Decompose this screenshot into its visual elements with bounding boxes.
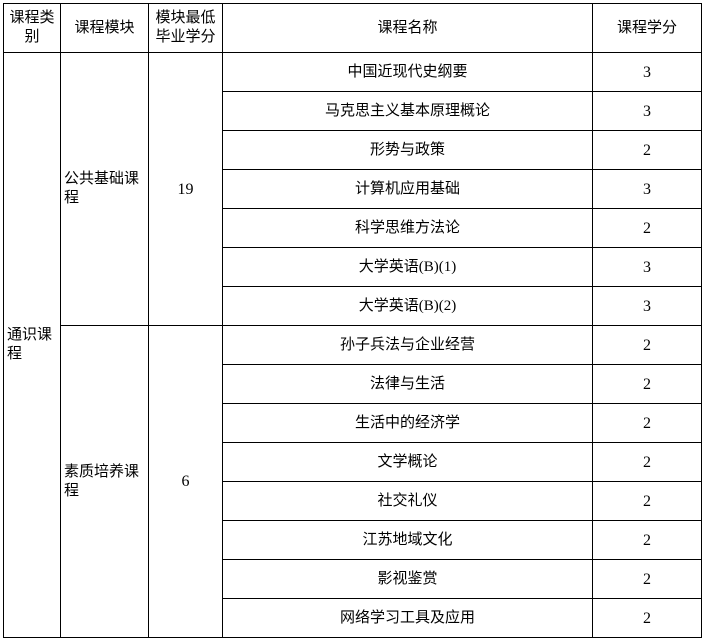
course-credits: 2 (592, 481, 702, 521)
course-table: 课程类别 课程模块 模块最低毕业学分 课程名称 课程学分 通识课程 公共基础课程 1… (3, 3, 702, 638)
table-row: 形势与政策 2 (4, 130, 702, 170)
course-name: 生活中的经济学 (222, 403, 593, 443)
course-credits: 2 (592, 403, 702, 443)
course-credits: 2 (592, 130, 702, 170)
course-credits: 2 (592, 520, 702, 560)
table-row: 社交礼仪 2 (4, 481, 702, 521)
course-name: 大学英语(B)(2) (222, 286, 593, 326)
course-credits: 3 (592, 91, 702, 131)
table-row: 通识课程 公共基础课程 19 中国近现代史纲要 3 (3, 52, 702, 638)
course-name: 形势与政策 (222, 130, 593, 170)
table-row: 江苏地域文化 2 (4, 520, 702, 560)
course-name: 计算机应用基础 (222, 169, 593, 209)
course-credits: 2 (592, 208, 702, 248)
header-credits: 课程学分 (592, 3, 702, 53)
table-row: 大学英语(B)(1) 3 (4, 247, 702, 287)
course-name: 中国近现代史纲要 (222, 52, 593, 92)
course-name: 马克思主义基本原理概论 (222, 91, 593, 131)
course-credits: 2 (592, 364, 702, 404)
course-credits: 3 (592, 286, 702, 326)
table-row: 素质培养课程 6 孙子兵法与企业经营 2 (4, 325, 702, 638)
course-name: 江苏地域文化 (222, 520, 593, 560)
header-min-credits: 模块最低毕业学分 (148, 3, 223, 53)
course-name: 法律与生活 (222, 364, 593, 404)
table-row: 影视鉴赏 2 (4, 559, 702, 599)
course-name: 科学思维方法论 (222, 208, 593, 248)
course-credits: 3 (592, 52, 702, 92)
course-name: 大学英语(B)(1) (222, 247, 593, 287)
category-cell: 通识课程 (3, 52, 61, 638)
course-name: 影视鉴赏 (222, 559, 593, 599)
header-course-name: 课程名称 (222, 3, 593, 53)
header-category: 课程类别 (3, 3, 61, 53)
course-credits: 2 (592, 442, 702, 482)
table-row: 网络学习工具及应用 2 (4, 598, 702, 638)
table-row: 计算机应用基础 3 (4, 169, 702, 209)
course-name: 网络学习工具及应用 (222, 598, 593, 638)
module-name: 公共基础课程 (60, 52, 149, 326)
course-credits: 2 (592, 325, 702, 365)
course-name: 社交礼仪 (222, 481, 593, 521)
course-name: 文学概论 (222, 442, 593, 482)
course-credits: 2 (592, 559, 702, 599)
table-row: 马克思主义基本原理概论 3 (4, 91, 702, 131)
header-module: 课程模块 (60, 3, 149, 53)
header-row: 课程类别 课程模块 模块最低毕业学分 课程名称 课程学分 (3, 3, 702, 53)
course-name: 孙子兵法与企业经营 (222, 325, 593, 365)
table-row: 生活中的经济学 2 (4, 403, 702, 443)
module-min-credits: 19 (148, 52, 223, 326)
course-credits: 3 (592, 247, 702, 287)
table-row: 文学概论 2 (4, 442, 702, 482)
course-credits: 2 (592, 598, 702, 638)
course-credits: 3 (592, 169, 702, 209)
module-name: 素质培养课程 (60, 325, 149, 638)
module-min-credits: 6 (148, 325, 223, 638)
